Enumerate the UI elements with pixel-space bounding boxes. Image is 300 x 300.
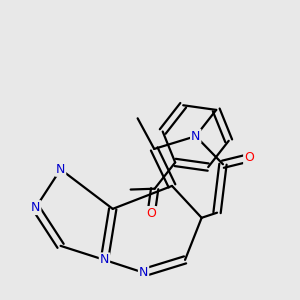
Text: N: N <box>100 254 109 266</box>
Text: N: N <box>191 130 200 143</box>
Text: O: O <box>244 152 254 164</box>
Text: N: N <box>56 163 65 176</box>
Text: N: N <box>31 201 40 214</box>
Text: N: N <box>139 266 148 279</box>
Text: O: O <box>146 207 156 220</box>
